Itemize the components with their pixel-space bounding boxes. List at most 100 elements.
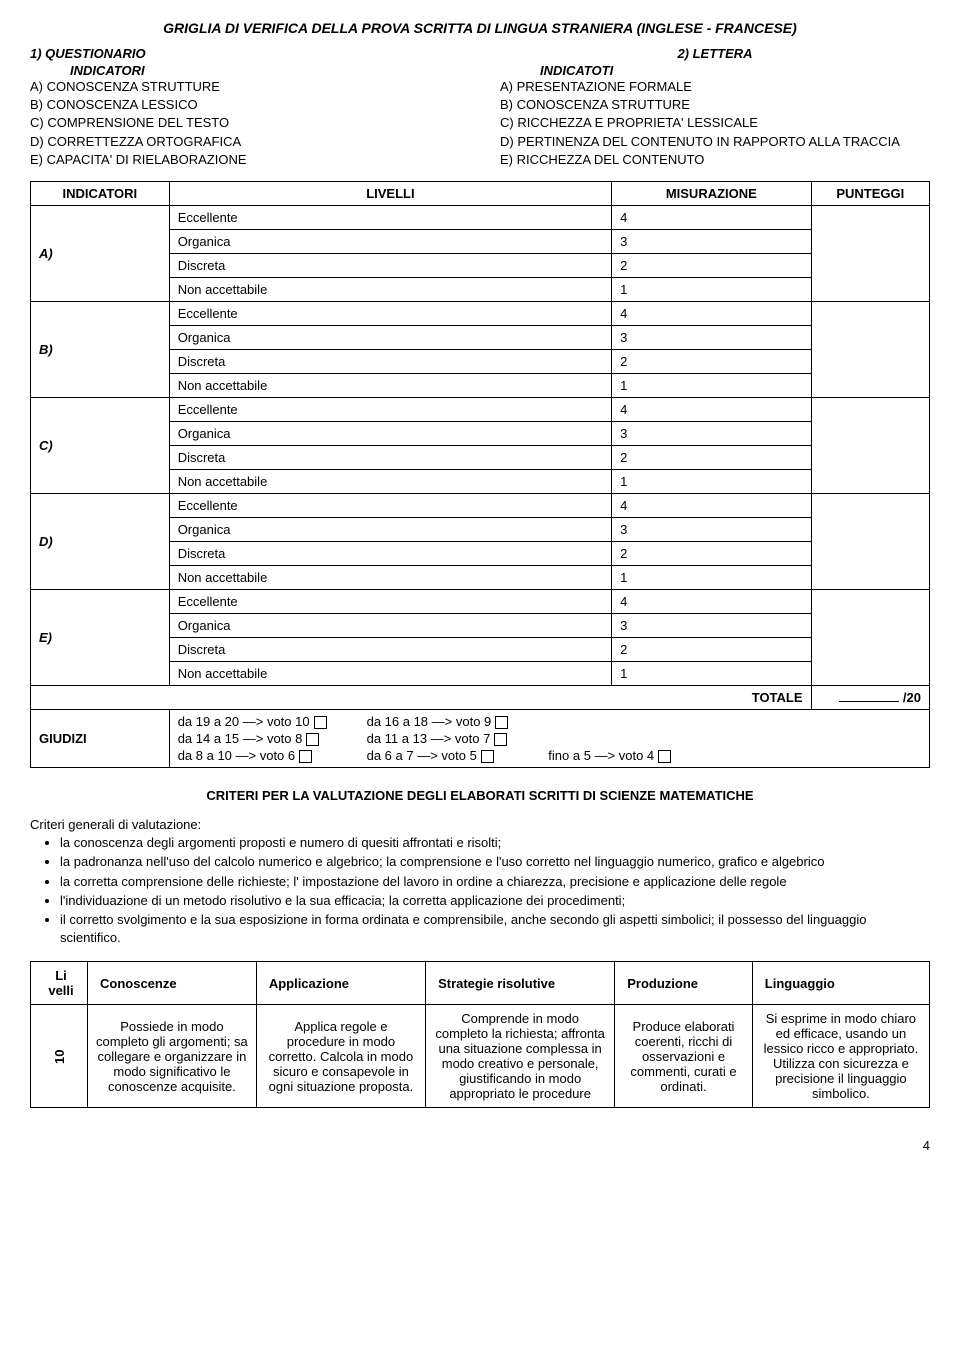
- eval-table: Li velli Conoscenze Applicazione Strateg…: [30, 961, 930, 1108]
- level-cell: Organica: [169, 229, 611, 253]
- page-title: GRIGLIA DI VERIFICA DELLA PROVA SCRITTA …: [30, 20, 930, 36]
- checkbox-icon: [299, 750, 312, 763]
- section2-title: CRITERI PER LA VALUTAZIONE DEGLI ELABORA…: [30, 788, 930, 803]
- checkbox-icon: [306, 733, 319, 746]
- right-item: D) PERTINENZA DEL CONTENUTO IN RAPPORTO …: [500, 133, 930, 151]
- score-cell: 1: [612, 661, 811, 685]
- giudizi-label: GIUDIZI: [31, 709, 170, 767]
- punteggi-cell: [811, 397, 929, 493]
- score-cell: 1: [612, 277, 811, 301]
- score-cell: 3: [612, 517, 811, 541]
- eval-conoscenze: Possiede in modo completo gli argomenti;…: [88, 1005, 257, 1108]
- score-cell: 2: [612, 637, 811, 661]
- level-cell: Organica: [169, 517, 611, 541]
- score-cell: 1: [612, 373, 811, 397]
- left-title: 1) QUESTIONARIO: [30, 46, 460, 61]
- score-cell: 1: [612, 565, 811, 589]
- eval-applicazione: Applica regole e procedure in modo corre…: [256, 1005, 425, 1108]
- left-item: A) CONOSCENZA STRUTTURE: [30, 78, 460, 96]
- criteri-item: la corretta comprensione delle richieste…: [60, 873, 930, 891]
- eval-header: Li velli: [31, 962, 88, 1005]
- totale-row: TOTALE /20: [31, 685, 930, 709]
- right-subtitle: INDICATOTI: [500, 63, 930, 78]
- level-cell: Eccellente: [169, 397, 611, 421]
- score-cell: 2: [612, 541, 811, 565]
- score-cell: 4: [612, 589, 811, 613]
- level-cell: Discreta: [169, 445, 611, 469]
- criteri-item: il corretto svolgimento e la sua esposiz…: [60, 911, 930, 947]
- giudizi-item: da 11 a 13 —> voto 7: [367, 731, 491, 746]
- right-column: 2) LETTERA INDICATOTI A) PRESENTAZIONE F…: [500, 46, 930, 169]
- right-item: B) CONOSCENZA STRUTTURE: [500, 96, 930, 114]
- level-cell: Eccellente: [169, 589, 611, 613]
- level-cell: Organica: [169, 325, 611, 349]
- checkbox-icon: [314, 716, 327, 729]
- header-punteggi: PUNTEGGI: [811, 181, 929, 205]
- indicator-a: A): [31, 205, 170, 301]
- left-item: E) CAPACITA' DI RIELABORAZIONE: [30, 151, 460, 169]
- eval-produzione: Produce elaborati coerenti, ricchi di os…: [615, 1005, 753, 1108]
- right-item: C) RICCHEZZA E PROPRIETA' LESSICALE: [500, 114, 930, 132]
- level-cell: Non accettabile: [169, 277, 611, 301]
- indicator-columns: 1) QUESTIONARIO INDICATORI A) CONOSCENZA…: [30, 46, 930, 169]
- eval-header: Applicazione: [256, 962, 425, 1005]
- header-indicatori: INDICATORI: [31, 181, 170, 205]
- punteggi-cell: [811, 301, 929, 397]
- right-title: 2) LETTERA: [500, 46, 930, 61]
- score-cell: 4: [612, 493, 811, 517]
- level-cell: Non accettabile: [169, 565, 611, 589]
- checkbox-icon: [481, 750, 494, 763]
- totale-value: /20: [811, 685, 929, 709]
- score-cell: 3: [612, 613, 811, 637]
- criteri-item: l'individuazione di un metodo risolutivo…: [60, 892, 930, 910]
- level-cell: Non accettabile: [169, 469, 611, 493]
- left-item: C) COMPRENSIONE DEL TESTO: [30, 114, 460, 132]
- criteri-item: la padronanza nell'uso del calcolo numer…: [60, 853, 930, 871]
- score-cell: 2: [612, 253, 811, 277]
- level-cell: Discreta: [169, 637, 611, 661]
- score-cell: 4: [612, 205, 811, 229]
- header-livelli: LIVELLI: [169, 181, 611, 205]
- eval-header: Linguaggio: [752, 962, 929, 1005]
- page-number: 4: [30, 1138, 930, 1153]
- level-cell: Discreta: [169, 349, 611, 373]
- eval-strategie: Comprende in modo completo la richiesta;…: [426, 1005, 615, 1108]
- indicator-d: D): [31, 493, 170, 589]
- indicator-c: C): [31, 397, 170, 493]
- level-cell: Discreta: [169, 253, 611, 277]
- level-cell: Non accettabile: [169, 373, 611, 397]
- eval-linguaggio: Si esprime in modo chiaro ed efficace, u…: [752, 1005, 929, 1108]
- level-cell: Eccellente: [169, 205, 611, 229]
- eval-level: 10: [31, 1005, 88, 1108]
- punteggi-cell: [811, 589, 929, 685]
- left-item: D) CORRETTEZZA ORTOGRAFICA: [30, 133, 460, 151]
- score-cell: 3: [612, 421, 811, 445]
- rubric-table: INDICATORI LIVELLI MISURAZIONE PUNTEGGI …: [30, 181, 930, 768]
- score-cell: 3: [612, 229, 811, 253]
- level-cell: Eccellente: [169, 301, 611, 325]
- indicator-b: B): [31, 301, 170, 397]
- score-cell: 2: [612, 445, 811, 469]
- eval-header-row: Li velli Conoscenze Applicazione Strateg…: [31, 962, 930, 1005]
- right-item: E) RICCHEZZA DEL CONTENUTO: [500, 151, 930, 169]
- score-cell: 2: [612, 349, 811, 373]
- checkbox-icon: [495, 716, 508, 729]
- score-cell: 4: [612, 397, 811, 421]
- giudizi-item: da 6 a 7 —> voto 5: [367, 748, 477, 763]
- eval-row: 10 Possiede in modo completo gli argomen…: [31, 1005, 930, 1108]
- left-column: 1) QUESTIONARIO INDICATORI A) CONOSCENZA…: [30, 46, 460, 169]
- eval-header: Conoscenze: [88, 962, 257, 1005]
- punteggi-cell: [811, 493, 929, 589]
- eval-header: Strategie risolutive: [426, 962, 615, 1005]
- giudizi-item: da 19 a 20 —> voto 10: [178, 714, 310, 729]
- level-cell: Discreta: [169, 541, 611, 565]
- checkbox-icon: [658, 750, 671, 763]
- criteri-item: la conoscenza degli argomenti proposti e…: [60, 834, 930, 852]
- level-cell: Organica: [169, 613, 611, 637]
- criteri-head: Criteri generali di valutazione:: [30, 817, 930, 832]
- giudizi-content: da 19 a 20 —> voto 10 da 14 a 15 —> voto…: [169, 709, 929, 767]
- left-subtitle: INDICATORI: [30, 63, 460, 78]
- criteri-list: la conoscenza degli argomenti proposti e…: [30, 834, 930, 947]
- score-cell: 1: [612, 469, 811, 493]
- giudizi-row: GIUDIZI da 19 a 20 —> voto 10 da 14 a 15…: [31, 709, 930, 767]
